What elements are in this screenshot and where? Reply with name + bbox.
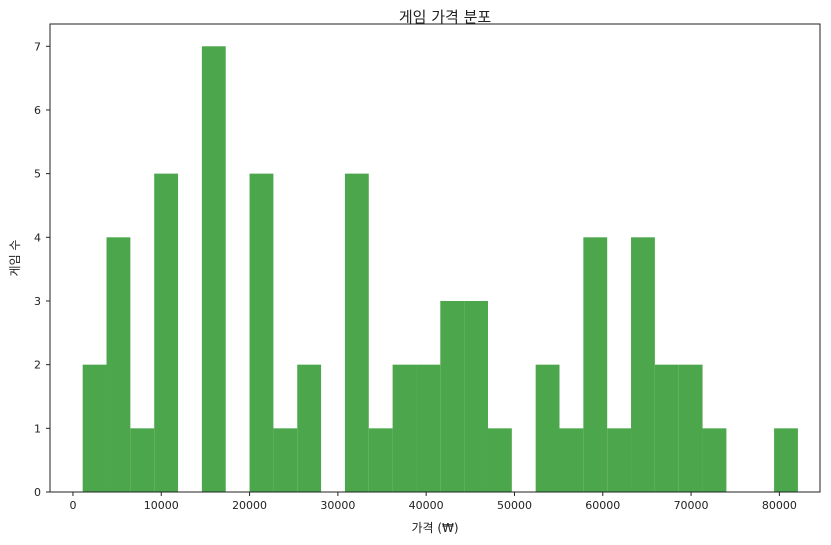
y-axis-label: 게임 수	[8, 240, 22, 277]
histogram-bar	[774, 428, 798, 492]
histogram-bar	[368, 428, 393, 492]
histogram-bar	[487, 428, 512, 492]
histogram-bar	[702, 428, 727, 492]
x-tick-label: 40000	[409, 499, 444, 512]
x-tick-label: 30000	[320, 499, 355, 512]
histogram-bar	[297, 364, 322, 492]
y-axis-ticks: 0 1 2 3 4 5 6 7	[34, 40, 50, 499]
chart-title: 게임 가격 분포	[399, 8, 492, 26]
y-tick-label: 1	[34, 422, 41, 435]
x-tick-label: 50000	[497, 499, 532, 512]
x-tick-label: 80000	[762, 499, 797, 512]
y-tick-label: 6	[34, 104, 41, 117]
y-tick-label: 0	[34, 486, 41, 499]
histogram-bar	[583, 237, 608, 492]
x-tick-label: 70000	[674, 499, 709, 512]
histogram-bar	[392, 364, 417, 492]
histogram-bar	[82, 364, 107, 492]
y-tick-label: 3	[34, 295, 41, 308]
y-tick-label: 5	[34, 168, 41, 181]
x-tick-label: 20000	[232, 499, 267, 512]
histogram-bar	[440, 300, 465, 492]
bars-group	[82, 46, 798, 493]
histogram-bar	[416, 364, 441, 492]
histogram-bar	[631, 237, 655, 492]
histogram-bar	[344, 173, 369, 492]
y-tick-label: 2	[34, 359, 41, 372]
histogram-bar	[249, 173, 274, 492]
x-axis-label: 가격 (₩)	[411, 521, 458, 535]
plot-frame	[49, 23, 821, 493]
histogram-bar	[607, 428, 632, 492]
histogram-bar	[654, 364, 679, 492]
histogram-bar	[130, 428, 155, 492]
histogram-bar	[106, 237, 131, 492]
histogram-bar	[154, 173, 179, 492]
histogram-bar	[464, 300, 488, 492]
x-axis-ticks: 0 10000 20000 30000 40000 50000 60000 70000 8000…	[69, 492, 797, 512]
x-tick-label: 0	[69, 499, 76, 512]
y-tick-label: 4	[34, 231, 41, 244]
histogram-bar	[678, 364, 703, 492]
x-tick-label: 60000	[585, 499, 620, 512]
histogram-bar	[273, 428, 298, 492]
x-tick-label: 10000	[144, 499, 179, 512]
y-tick-label: 7	[34, 40, 41, 53]
histogram-bar	[535, 364, 560, 492]
histogram-bar	[201, 46, 226, 493]
histogram-bar	[559, 428, 584, 492]
